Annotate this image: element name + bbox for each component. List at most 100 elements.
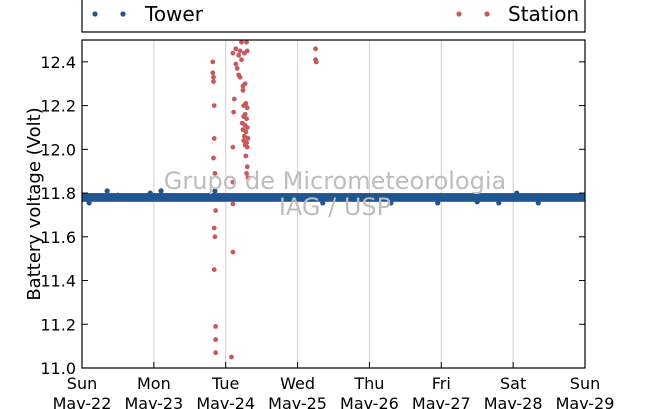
x-tick-label-day: Mon [137,374,171,393]
station-point [230,144,236,150]
tower-point [147,190,153,196]
station-point [243,101,249,106]
station-point [212,234,218,240]
x-tick-label-day: Thu [353,374,384,393]
station-point [213,350,219,356]
y-tick-label: 11.4 [40,272,76,291]
tower-point [158,188,164,194]
x-tick-label-date: Mav-24 [196,394,255,409]
station-point [244,170,249,176]
station-point [233,46,239,52]
station-point [243,153,249,159]
plot-border [81,39,586,369]
tower-point [104,188,110,194]
x-tick-label-date: Mav-29 [556,394,615,409]
x-tick-label-day: Sun [67,374,97,393]
legend-station-marker [456,11,462,17]
station-point [230,249,236,255]
y-tick-label: 12.0 [40,140,76,159]
station-point [313,59,319,65]
y-axis: 11.0 11.2 11.4 11.6 11.8 12.0 12.2 12.4 [40,53,585,378]
station-point [210,59,216,65]
station-point [230,201,236,207]
y-tick-label: 11.0 [40,359,76,378]
x-tick-label-date: Mav-26 [340,394,399,409]
station-point [213,208,219,213]
station-point [212,170,218,176]
station-point [237,74,243,80]
station-point [244,116,249,122]
x-tick-label-date: Mav-25 [268,394,327,409]
y-axis-title: Battery voltage (Volt) [24,107,45,300]
x-tick-label-date: Mav-22 [53,394,112,409]
station-point [211,136,217,141]
legend: Tower Station [81,0,586,33]
station-point [313,46,318,52]
x-tick-label-day: Sun [570,374,600,393]
station-point [241,133,247,139]
tower-point [496,200,502,206]
legend-tower-marker [120,11,126,17]
station-point [211,267,217,272]
x-tick-label-date: Mav-23 [124,394,183,409]
station-point [240,87,246,93]
station-point [211,79,216,84]
station-point [236,52,242,58]
station-point [244,125,250,130]
tower-point [115,192,121,198]
station-point [213,324,219,329]
station-point [211,155,216,161]
x-axis: SunMav-22MonMav-23TueMav-24WedMav-25ThuM… [53,362,615,409]
station-point [243,129,249,135]
x-tick-label-day: Sat [500,374,526,393]
grid-lines [153,40,514,368]
y-tick-label: 11.8 [40,184,76,203]
station-point [211,225,217,231]
x-tick-label-day: Fri [432,374,451,393]
station-point [244,144,250,150]
station-point [245,136,251,141]
station-point [242,81,248,87]
legend-station-marker [484,11,490,17]
y-tick-label: 11.2 [40,315,76,334]
legend-box [81,0,586,33]
station-point [244,48,250,54]
station-point [230,179,236,185]
station-point [244,39,249,45]
station-point [233,61,239,67]
station-point [231,109,237,115]
station-point [244,105,250,111]
watermark-line-1: Grupo de Micrometeorologia [164,167,506,195]
station-point [213,337,219,342]
station-point [210,70,216,76]
station-point [239,39,244,45]
tower-point [212,188,218,194]
x-tick-label-day: Wed [280,374,315,393]
station-point [245,175,251,181]
plot-frame [82,40,585,368]
tower-point [388,200,394,206]
station-point [239,57,244,63]
legend-station-label: Station [508,2,579,26]
station-point [244,164,250,170]
series-layer [82,39,585,360]
station-point [237,48,243,54]
y-tick-label: 11.6 [40,228,76,247]
watermark-line-2: IAG / USP [279,193,391,221]
station-point [230,50,236,56]
legend-tower-label: Tower [144,2,204,26]
tower-point [514,190,520,196]
tower-point [435,200,441,206]
x-tick-label-date: Mav-27 [412,394,471,409]
y-tick-label: 12.4 [40,53,76,72]
tower-point [320,200,326,206]
tower-point [535,200,541,206]
station-point [231,96,237,102]
x-tick-label-day: Tue [211,374,239,393]
tower-data-band [82,193,585,202]
x-tick-label-date: Mav-28 [484,394,543,409]
y-tick-label: 12.2 [40,97,76,116]
